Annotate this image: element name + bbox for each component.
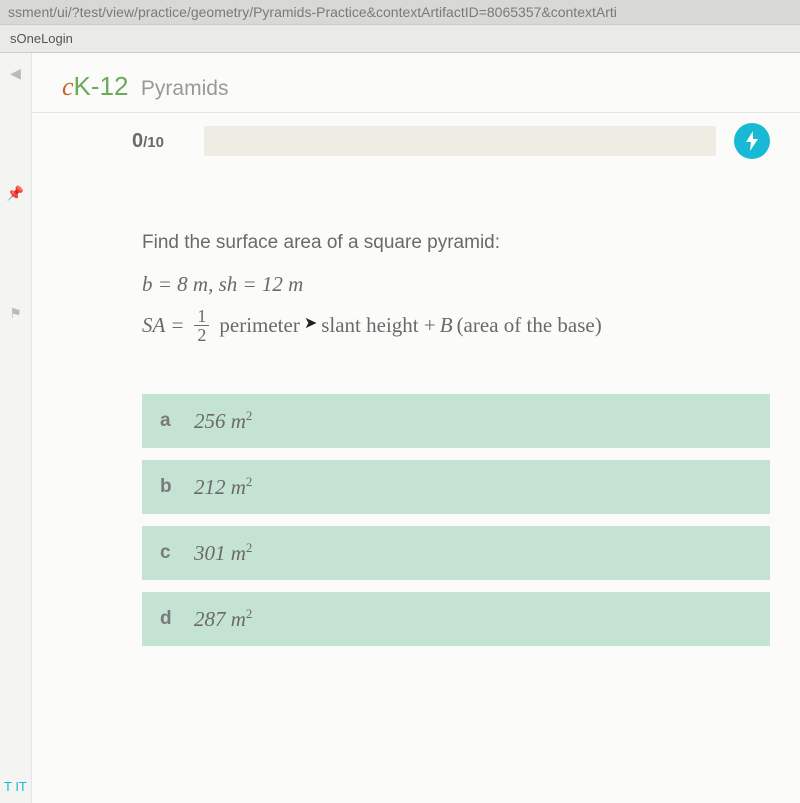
sidebar: ◀ 📌 ⚑ — [0, 53, 32, 803]
formula-slant: slant height + — [321, 313, 436, 338]
score-total: /10 — [143, 134, 164, 151]
logo-suffix: K-12 — [74, 71, 129, 101]
progress-row: 0/10 — [32, 113, 800, 169]
choice-letter: c — [160, 542, 178, 564]
given-values: b = 8 m, sh = 12 m — [142, 270, 770, 299]
choice-d[interactable]: d 287 m2 — [142, 592, 770, 646]
choice-c[interactable]: c 301 m2 — [142, 526, 770, 580]
choice-letter: a — [160, 410, 178, 432]
formula-lhs: SA = — [142, 313, 184, 338]
topic-title: Pyramids — [141, 77, 229, 100]
url-bar: ssment/ui/?test/view/practice/geometry/P… — [0, 0, 800, 25]
logo-prefix: c — [62, 72, 74, 101]
header: cK-12 Pyramids — [32, 53, 800, 113]
choice-a[interactable]: a 256 m2 — [142, 394, 770, 448]
choice-b[interactable]: b 212 m2 — [142, 460, 770, 514]
content-pane: cK-12 Pyramids 0/10 Find the surface are… — [32, 53, 800, 803]
choices-list: a 256 m2 b 212 m2 c 301 m2 — [142, 394, 770, 646]
choice-letter: b — [160, 476, 178, 498]
bookmark-bar[interactable]: sOneLogin — [0, 25, 800, 53]
flag-icon[interactable]: ⚑ — [6, 303, 26, 323]
score-display: 0/10 — [132, 130, 192, 153]
pin-icon[interactable]: 📌 — [6, 183, 26, 203]
cursor-icon: ➤ — [304, 313, 317, 333]
formula-b: B — [440, 313, 453, 338]
bolt-button[interactable] — [734, 123, 770, 159]
question-area: Find the surface area of a square pyrami… — [32, 169, 800, 666]
formula: SA = 1 2 perimeter ➤ × slant height + B … — [142, 307, 770, 344]
bolt-icon — [744, 131, 760, 151]
fraction-num: 1 — [194, 307, 209, 326]
footer-hint: T IT — [4, 779, 27, 794]
fraction-den: 2 — [194, 326, 209, 344]
progress-bar — [204, 126, 716, 156]
collapse-icon[interactable]: ◀ — [6, 63, 26, 83]
fraction-half: 1 2 — [194, 307, 209, 344]
choice-text: 301 m2 — [194, 540, 252, 566]
choice-text: 212 m2 — [194, 474, 252, 500]
formula-tail: (area of the base) — [457, 313, 602, 338]
brand-logo[interactable]: cK-12 — [62, 71, 128, 102]
choice-text: 256 m2 — [194, 408, 252, 434]
main-area: ◀ 📌 ⚑ cK-12 Pyramids 0/10 Find the surfa… — [0, 53, 800, 803]
choice-letter: d — [160, 608, 178, 630]
question-prompt: Find the surface area of a square pyrami… — [142, 229, 770, 258]
formula-perimeter: perimeter — [219, 313, 299, 338]
choice-text: 287 m2 — [194, 606, 252, 632]
score-value: 0 — [132, 130, 143, 152]
